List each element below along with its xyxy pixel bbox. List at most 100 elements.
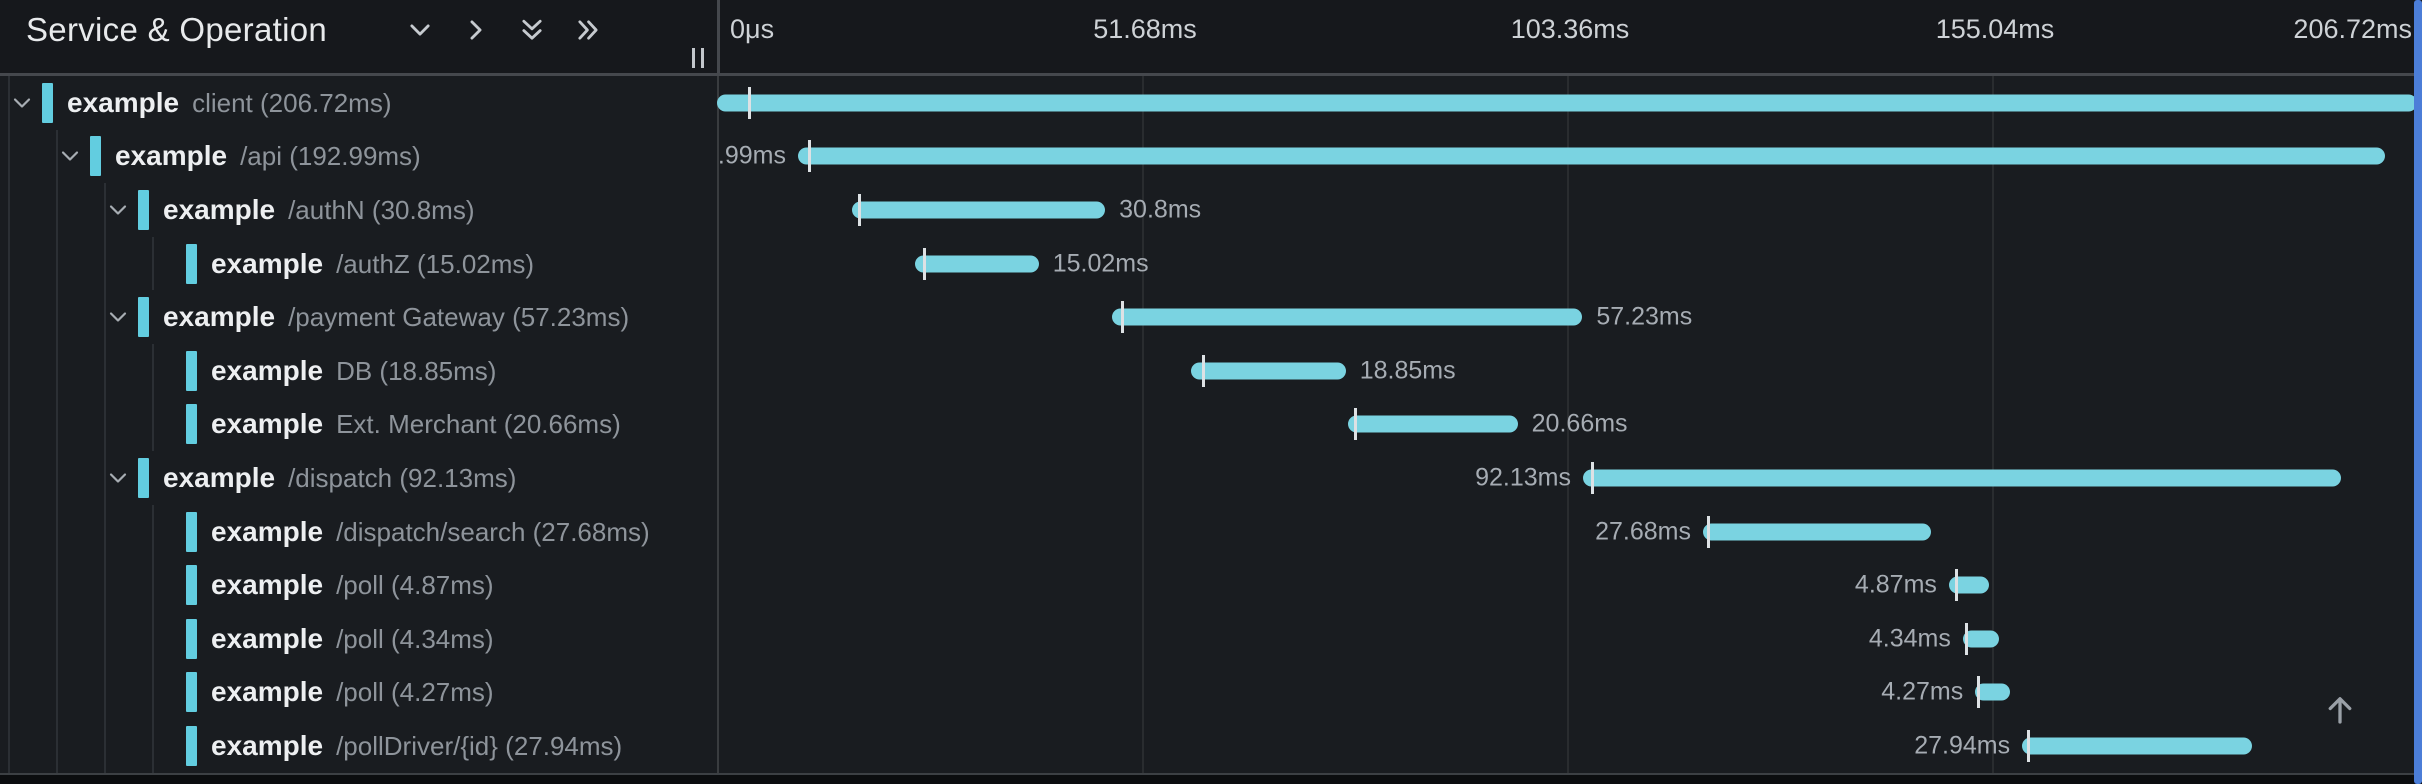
span-timeline-cell[interactable]: 15.02ms: [717, 237, 2422, 291]
tree-indent-guide: [56, 343, 58, 398]
timeline-header: Service & Operation 0μs 51.68ms 103.36ms 15…: [0, 0, 2422, 76]
span-name-cell[interactable]: example/poll (4.27ms): [0, 665, 717, 720]
span-timeline-cell[interactable]: 30.8ms: [717, 183, 2422, 237]
span-log-tick: [1976, 676, 1980, 709]
span-name-cell[interactable]: example/api (192.99ms): [0, 129, 717, 184]
span-row[interactable]: example/payment Gateway (57.23ms) 57.23ms: [0, 290, 2422, 344]
service-name: example: [211, 729, 324, 761]
tree-indent-guide: [104, 558, 106, 612]
span-name-cell[interactable]: example client (206.72ms): [0, 76, 717, 130]
double-chevron-down-button[interactable]: [517, 15, 547, 45]
span-duration-bar[interactable]: [1347, 415, 1518, 433]
span-timeline-cell[interactable]: 27.68ms: [717, 505, 2422, 559]
chevron-down-icon[interactable]: [106, 305, 130, 329]
tree-indent-guide: [152, 558, 154, 612]
chevron-down-icon[interactable]: [106, 198, 130, 222]
tree-indent-guide: [8, 183, 10, 237]
span-name-text: example/api (192.99ms): [115, 140, 421, 172]
timeline-ruler: 0μs 51.68ms 103.36ms 155.04ms 206.72ms: [717, 0, 2422, 73]
chevron-right-button[interactable]: [461, 15, 491, 45]
span-row[interactable]: example/dispatch/search (27.68ms) 27.68ms: [0, 504, 2422, 559]
operation-name: /poll (4.87ms): [336, 570, 494, 601]
span-duration-bar[interactable]: [1703, 523, 1931, 541]
span-row[interactable]: example/poll (4.87ms) 4.87ms: [0, 558, 2422, 612]
window-edge-highlight: [2414, 0, 2422, 784]
span-name-cell[interactable]: example/pollDriver/{id} (27.94ms): [0, 719, 717, 773]
span-duration-bar[interactable]: [798, 147, 2386, 165]
tree-indent-guide: [8, 397, 10, 452]
span-name-cell[interactable]: example/authZ (15.02ms): [0, 236, 717, 291]
span-log-tick: [1965, 622, 1969, 655]
span-name-cell[interactable]: example/poll (4.87ms): [0, 558, 717, 612]
service-color-marker: [186, 565, 197, 606]
span-timeline-cell[interactable]: 20.66ms: [717, 398, 2422, 452]
service-color-marker: [138, 189, 149, 230]
span-duration-bar[interactable]: [2022, 737, 2252, 755]
operation-name: /api (192.99ms): [240, 141, 421, 172]
span-name-cell[interactable]: example Ext. Merchant (20.66ms): [0, 397, 717, 452]
service-name: example: [211, 676, 324, 708]
span-duration-bar[interactable]: [1190, 362, 1346, 380]
tree-indent-guide: [152, 665, 154, 720]
span-row[interactable]: example/api (192.99ms) 192.99ms: [0, 129, 2422, 184]
span-row[interactable]: example/dispatch (92.13ms) 92.13ms: [0, 451, 2422, 505]
span-row[interactable]: example DB (18.85ms) 18.85ms: [0, 343, 2422, 398]
span-duration-bar[interactable]: [1111, 308, 1583, 326]
service-name: example: [211, 354, 324, 386]
span-timeline-cell[interactable]: 18.85ms: [717, 344, 2422, 398]
tree-indent-guide: [104, 611, 106, 666]
chevron-down-button[interactable]: [405, 15, 435, 45]
tree-indent-guide: [56, 504, 58, 559]
chevron-down-icon[interactable]: [58, 144, 82, 168]
span-duration-bar[interactable]: [851, 201, 1106, 219]
span-duration-bar[interactable]: [915, 255, 1039, 273]
span-name-cell[interactable]: example/dispatch (92.13ms): [0, 451, 717, 505]
tree-indent-guide: [104, 183, 106, 237]
service-name: example: [211, 515, 324, 547]
span-row[interactable]: example Ext. Merchant (20.66ms) 20.66ms: [0, 397, 2422, 452]
span-row[interactable]: example/pollDriver/{id} (27.94ms) 27.94ms: [0, 719, 2422, 773]
tree-indent-guide: [56, 397, 58, 452]
arrow-up-icon: [2322, 692, 2358, 728]
span-timeline-cell[interactable]: 92.13ms: [717, 451, 2422, 505]
span-duration-label: 192.99ms: [717, 141, 786, 170]
span-timeline-cell[interactable]: 27.94ms: [717, 719, 2422, 773]
span-name-cell[interactable]: example/dispatch/search (27.68ms): [0, 504, 717, 559]
tree-indent-guide: [104, 290, 106, 344]
service-color-marker: [42, 82, 53, 123]
span-duration-label: 4.34ms: [1868, 624, 1951, 653]
tree-indent-guide: [56, 236, 58, 291]
span-name-cell[interactable]: example/payment Gateway (57.23ms): [0, 290, 717, 344]
span-duration-bar[interactable]: [1975, 683, 2011, 701]
span-duration-bar[interactable]: [1962, 630, 1999, 648]
column-resize-handle[interactable]: [692, 48, 704, 68]
service-name: example: [163, 461, 276, 493]
span-timeline-cell[interactable]: 4.34ms: [717, 612, 2422, 666]
span-timeline-cell[interactable]: 192.99ms: [717, 130, 2422, 184]
span-row[interactable]: example/poll (4.27ms) 4.27ms: [0, 665, 2422, 720]
span-row[interactable]: example/poll (4.34ms) 4.34ms: [0, 611, 2422, 666]
span-timeline-cell[interactable]: 57.23ms: [717, 290, 2422, 344]
span-timeline-cell[interactable]: 4.27ms: [717, 666, 2422, 720]
span-duration-bar[interactable]: [717, 94, 2417, 112]
span-name-text: example/pollDriver/{id} (27.94ms): [211, 730, 622, 762]
chevron-down-icon[interactable]: [10, 91, 34, 115]
tree-indent-guide: [152, 343, 154, 398]
scroll-to-top-button[interactable]: [2318, 688, 2362, 732]
chevron-down-icon[interactable]: [106, 466, 130, 490]
span-duration-label: 4.87ms: [1854, 570, 1937, 599]
span-duration-bar[interactable]: [1582, 469, 2341, 487]
span-row[interactable]: example/authZ (15.02ms) 15.02ms: [0, 236, 2422, 291]
span-timeline-cell[interactable]: [717, 76, 2422, 130]
span-row[interactable]: example client (206.72ms): [0, 76, 2422, 130]
tree-indent-guide: [56, 451, 58, 505]
span-log-tick: [1354, 408, 1358, 441]
span-name-cell[interactable]: example/authN (30.8ms): [0, 183, 717, 237]
span-duration-bar[interactable]: [1948, 576, 1989, 594]
span-name-text: example client (206.72ms): [67, 87, 392, 119]
span-row[interactable]: example/authN (30.8ms) 30.8ms: [0, 183, 2422, 237]
span-timeline-cell[interactable]: 4.87ms: [717, 558, 2422, 612]
double-chevron-right-button[interactable]: [573, 15, 603, 45]
span-name-cell[interactable]: example DB (18.85ms): [0, 343, 717, 398]
span-name-cell[interactable]: example/poll (4.34ms): [0, 611, 717, 666]
